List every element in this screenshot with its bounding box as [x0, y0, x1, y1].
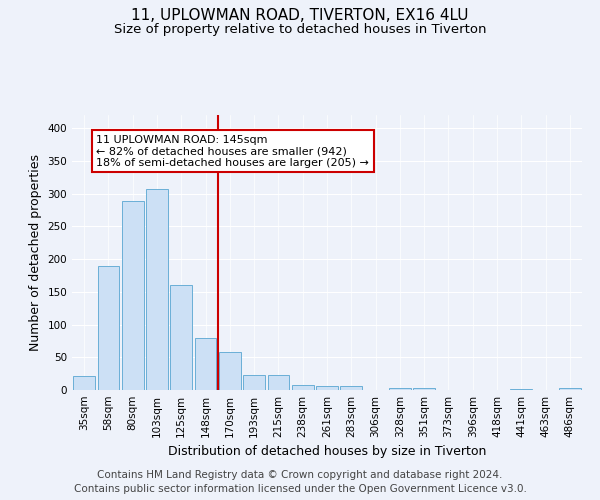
- Bar: [268, 375, 289, 390]
- Bar: [73, 376, 95, 390]
- Bar: [292, 385, 314, 390]
- Y-axis label: Number of detached properties: Number of detached properties: [29, 154, 42, 351]
- Bar: [243, 375, 265, 390]
- Bar: [413, 388, 435, 390]
- Bar: [316, 386, 338, 390]
- Bar: [170, 285, 192, 390]
- Bar: [559, 388, 581, 390]
- Bar: [219, 352, 241, 390]
- Bar: [511, 388, 532, 390]
- Text: Size of property relative to detached houses in Tiverton: Size of property relative to detached ho…: [114, 22, 486, 36]
- Bar: [146, 189, 168, 390]
- Bar: [389, 388, 411, 390]
- Text: 11, UPLOWMAN ROAD, TIVERTON, EX16 4LU: 11, UPLOWMAN ROAD, TIVERTON, EX16 4LU: [131, 8, 469, 22]
- Text: 11 UPLOWMAN ROAD: 145sqm
← 82% of detached houses are smaller (942)
18% of semi-: 11 UPLOWMAN ROAD: 145sqm ← 82% of detach…: [96, 134, 369, 168]
- Bar: [340, 386, 362, 390]
- Text: Contains HM Land Registry data © Crown copyright and database right 2024.
Contai: Contains HM Land Registry data © Crown c…: [74, 470, 526, 494]
- X-axis label: Distribution of detached houses by size in Tiverton: Distribution of detached houses by size …: [168, 446, 486, 458]
- Bar: [194, 338, 217, 390]
- Bar: [122, 202, 143, 390]
- Bar: [97, 266, 119, 390]
